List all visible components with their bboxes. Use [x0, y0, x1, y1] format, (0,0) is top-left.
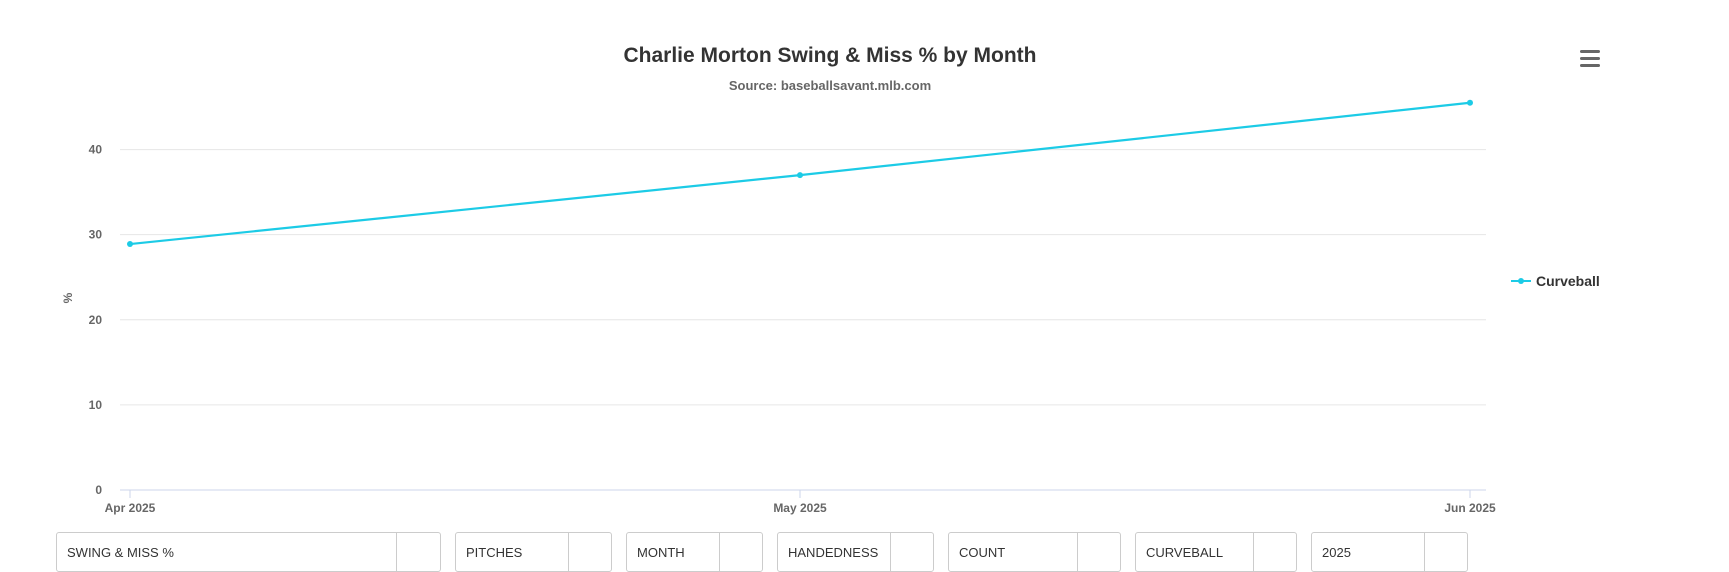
filter-metric-label: SWING & MISS % — [67, 545, 174, 560]
filter-handedness-label: HANDEDNESS — [788, 545, 879, 560]
data-point-0-0[interactable] — [127, 241, 133, 248]
chevron-down-icon[interactable] — [396, 533, 440, 571]
x-tick-label-2: Jun 2025 — [1444, 501, 1496, 515]
y-axis-ticks: 0 10 20 30 40 — [89, 143, 103, 497]
y-tick-label-20: 20 — [89, 313, 103, 327]
filter-bar: SWING & MISS % PITCHES MONTH HANDEDNESS … — [56, 532, 1468, 572]
y-axis-label: % — [61, 292, 75, 303]
x-tick-label-0: Apr 2025 — [105, 501, 156, 515]
filter-month-label: MONTH — [637, 545, 685, 560]
data-point-0-1[interactable] — [797, 172, 803, 179]
filter-count-label: COUNT — [959, 545, 1006, 560]
filter-pitch-type-label: CURVEBALL — [1146, 545, 1224, 560]
y-tick-label-0: 0 — [95, 483, 102, 497]
chart-title: Charlie Morton Swing & Miss % by Month — [623, 44, 1036, 67]
chart-subtitle: Source: baseballsavant.mlb.com — [729, 78, 931, 93]
chevron-down-icon[interactable] — [718, 533, 762, 571]
chevron-down-icon[interactable] — [567, 533, 611, 571]
series-group — [127, 99, 1473, 248]
legend-label-curveball[interactable]: Curveball — [1536, 273, 1600, 289]
chevron-down-icon[interactable] — [1076, 533, 1120, 571]
y-tick-label-40: 40 — [89, 143, 103, 157]
chevron-down-icon[interactable] — [889, 533, 933, 571]
filter-season-select[interactable]: 2025 — [1311, 532, 1468, 572]
chart-container: Charlie Morton Swing & Miss % by Month S… — [61, 44, 1600, 515]
data-point-0-2[interactable] — [1467, 99, 1473, 106]
y-tick-label-10: 10 — [89, 398, 103, 412]
filter-pitches-select[interactable]: PITCHES — [455, 532, 612, 572]
filter-count-select[interactable]: COUNT — [948, 532, 1121, 572]
filter-handedness-select[interactable]: HANDEDNESS — [777, 532, 934, 572]
legend-marker-curveball — [1518, 278, 1524, 284]
chevron-down-icon[interactable] — [1252, 533, 1296, 571]
grid-lines — [120, 149, 1486, 406]
legend[interactable]: Curveball — [1511, 273, 1600, 289]
filter-pitch-type-select[interactable]: CURVEBALL — [1135, 532, 1297, 572]
filter-metric-select[interactable]: SWING & MISS % — [56, 532, 441, 572]
chevron-down-icon[interactable] — [1423, 533, 1467, 571]
filter-month-select[interactable]: MONTH — [626, 532, 763, 572]
filter-pitches-label: PITCHES — [466, 545, 523, 560]
line-chart: Charlie Morton Swing & Miss % by Month S… — [61, 44, 1600, 515]
y-tick-label-30: 30 — [89, 228, 103, 242]
x-axis-ticks: Apr 2025 May 2025 Jun 2025 — [105, 490, 1496, 515]
x-tick-label-1: May 2025 — [773, 501, 827, 515]
filter-season-label: 2025 — [1322, 545, 1351, 560]
hamburger-menu-icon[interactable] — [1580, 50, 1600, 67]
